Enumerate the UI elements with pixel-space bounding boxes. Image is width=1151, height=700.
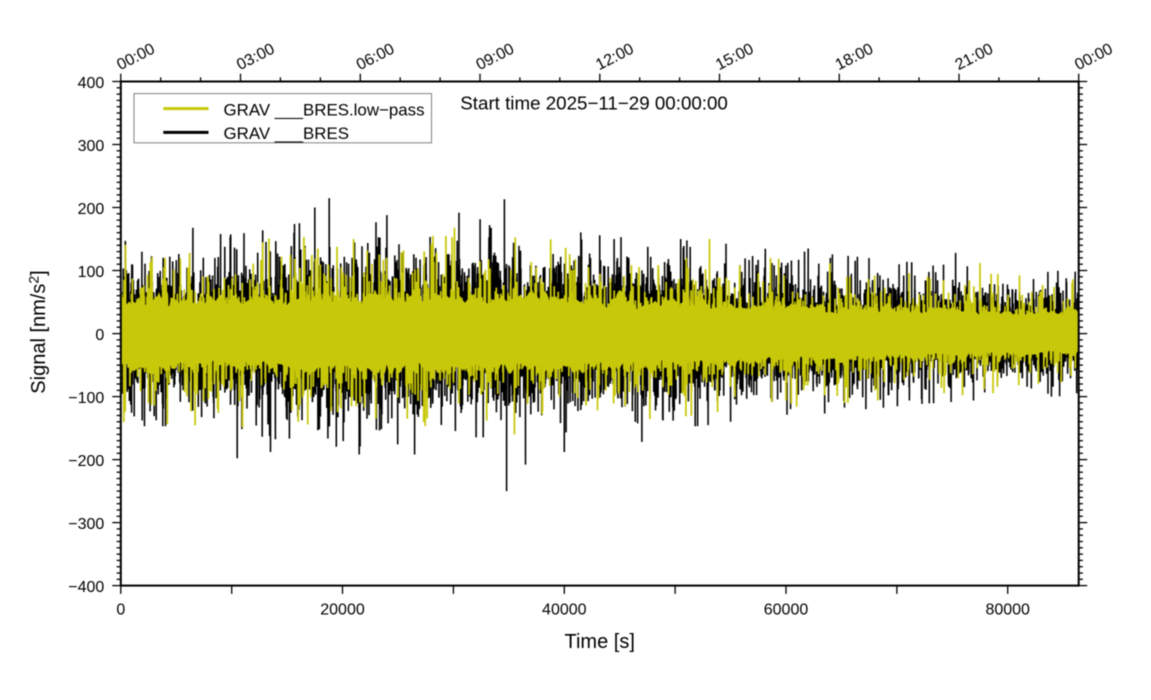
svg-text:0: 0 <box>95 327 104 344</box>
svg-text:300: 300 <box>78 138 105 155</box>
svg-text:−200: −200 <box>68 453 104 470</box>
svg-text:60000: 60000 <box>764 601 809 618</box>
svg-text:Time [s]: Time [s] <box>565 631 635 653</box>
svg-text:80000: 80000 <box>985 601 1030 618</box>
svg-text:−300: −300 <box>68 516 104 533</box>
svg-text:20000: 20000 <box>320 601 365 618</box>
svg-text:40000: 40000 <box>542 601 587 618</box>
svg-text:Start time 2025−11−29 00:00:00: Start time 2025−11−29 00:00:00 <box>460 93 728 114</box>
svg-text:400: 400 <box>78 75 105 92</box>
svg-text:GRAV ___BRES: GRAV ___BRES <box>224 124 349 143</box>
svg-text:−400: −400 <box>68 579 104 596</box>
svg-text:−100: −100 <box>68 390 104 407</box>
svg-text:0: 0 <box>116 601 125 618</box>
svg-text:200: 200 <box>78 201 105 218</box>
svg-text:100: 100 <box>78 264 105 281</box>
svg-text:GRAV ___BRES.low−pass: GRAV ___BRES.low−pass <box>224 100 425 119</box>
svg-text:Signal [nm/s2]: Signal [nm/s2] <box>26 270 51 393</box>
